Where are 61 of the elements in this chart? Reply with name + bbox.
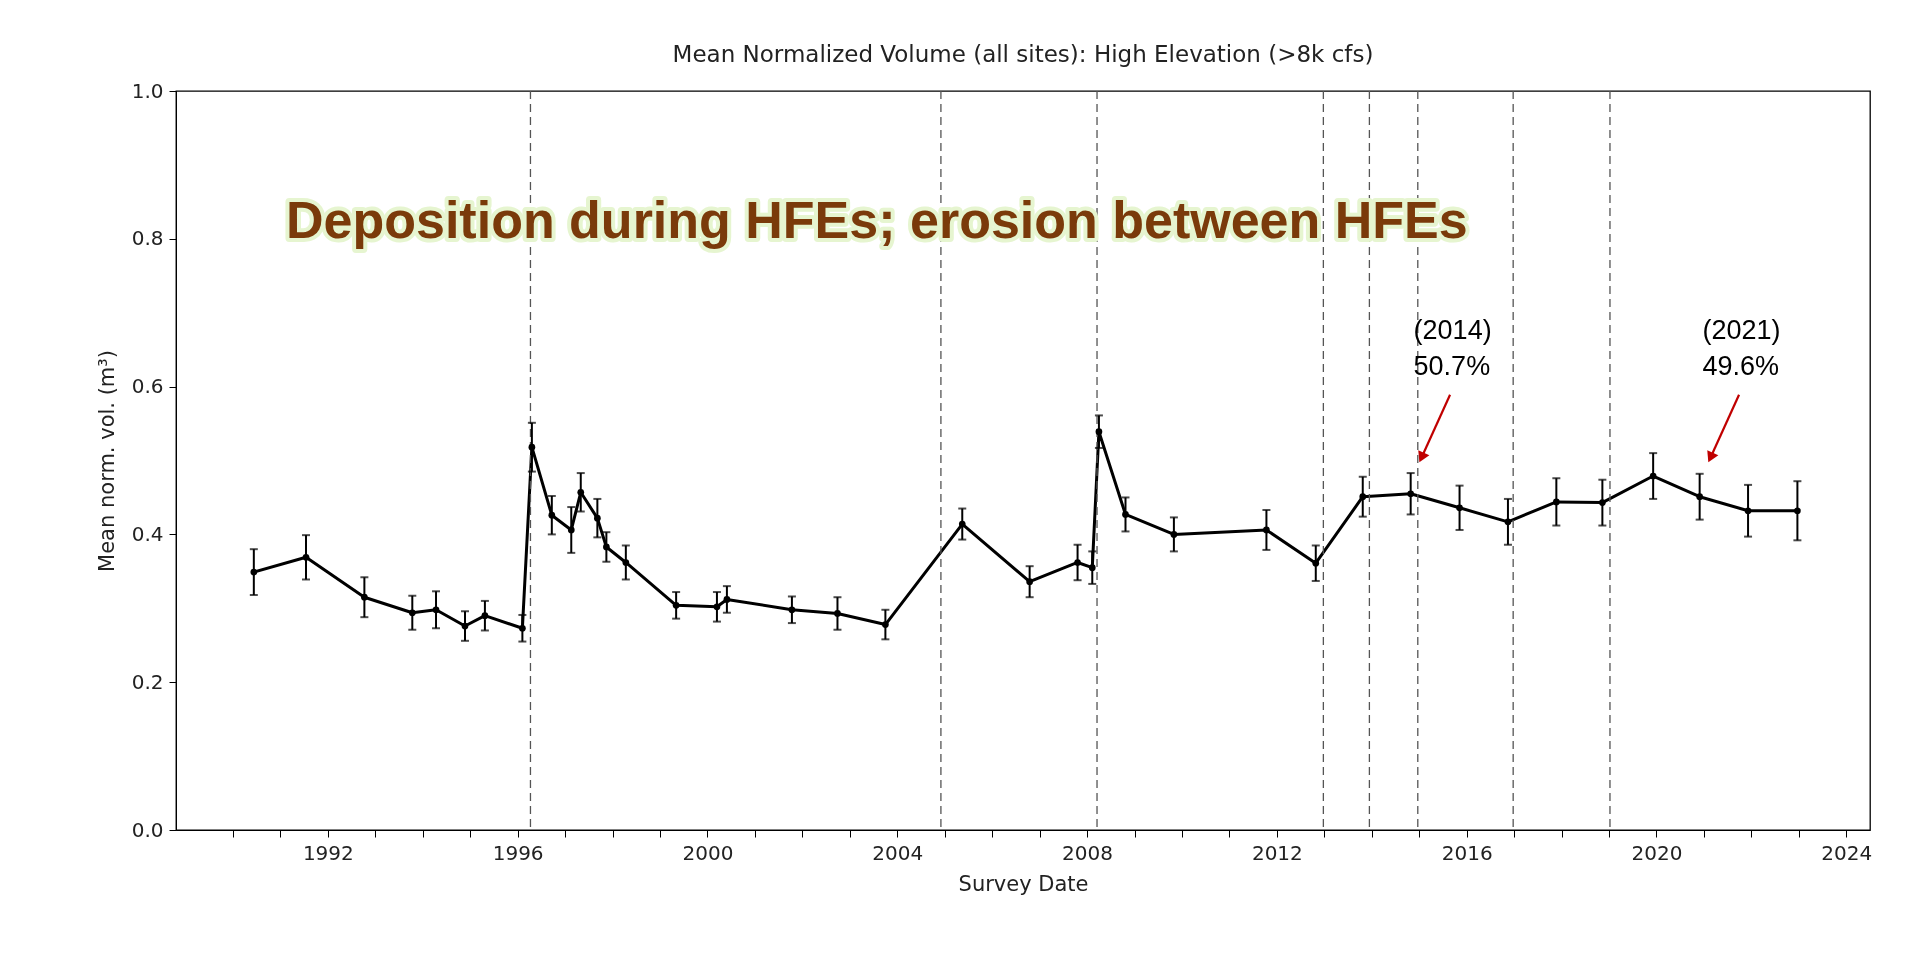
point [577, 488, 585, 496]
point [1552, 498, 1560, 506]
annotation: (2014) 50.7% [1413, 314, 1492, 381]
point [1359, 493, 1367, 501]
point [519, 624, 526, 632]
x-tick-label: 2012 [1251, 840, 1303, 865]
point [408, 609, 416, 617]
y-tick-label: 0.8 [131, 226, 164, 251]
y-tick-label: 1.0 [131, 78, 164, 103]
x-tick-label: 1992 [302, 840, 354, 865]
point [672, 602, 680, 609]
x-axis-title: Survey Date [958, 871, 1089, 896]
y-axis-title: Mean norm. vol. (m³) [94, 350, 119, 572]
x-tick-label: 2016 [1441, 840, 1493, 865]
point [1696, 493, 1704, 501]
x-tick-label: 2000 [682, 840, 734, 865]
point [1599, 499, 1606, 506]
point [481, 612, 489, 620]
point [1170, 531, 1178, 538]
point [1456, 504, 1463, 512]
point [1744, 507, 1752, 515]
point [1095, 428, 1103, 436]
point [1074, 559, 1081, 566]
point [1088, 564, 1096, 571]
point [1407, 490, 1415, 498]
annotation: Deposition during HFEs; erosion between HFEs [286, 191, 1468, 249]
annotation: (2021) 49.6% [1702, 314, 1781, 381]
point [432, 606, 440, 614]
point [250, 568, 258, 576]
y-tick-label: 0.0 [131, 817, 164, 842]
point [1263, 526, 1270, 534]
point [361, 593, 368, 601]
point [461, 622, 469, 630]
point [788, 606, 796, 614]
point [1026, 578, 1033, 586]
point [528, 443, 536, 451]
point [1794, 507, 1801, 515]
point [834, 610, 841, 617]
y-tick-label: 0.2 [131, 669, 164, 694]
point [882, 621, 889, 628]
point [1122, 511, 1129, 518]
x-tick-label: 1996 [492, 840, 544, 865]
point [723, 596, 731, 603]
chart-title: Mean Normalized Volume (all sites): High Elevation (>8k cfs) [672, 41, 1374, 67]
y-tick-label: 0.4 [131, 521, 164, 546]
y-tick-label: 0.6 [131, 374, 164, 399]
point [603, 543, 610, 551]
point [1649, 472, 1657, 480]
point [302, 553, 310, 561]
point [958, 520, 966, 528]
point [567, 526, 575, 534]
point [594, 514, 601, 522]
x-tick-label: 2004 [872, 840, 924, 865]
point [713, 603, 721, 611]
point [1312, 559, 1320, 567]
point [1504, 518, 1512, 526]
x-tick-label: 2020 [1631, 840, 1683, 865]
point [622, 559, 630, 566]
x-tick-label: 2024 [1821, 840, 1873, 865]
x-tick-label: 2008 [1062, 840, 1114, 865]
point [548, 511, 556, 519]
